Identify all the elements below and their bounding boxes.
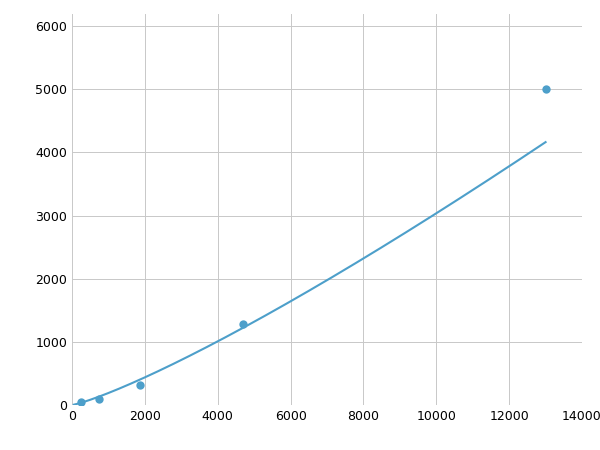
Point (76, 398, 86, 405)
Point (238, 320, 248, 328)
Point (136, 382, 145, 389)
Point (95, 395, 104, 402)
Point (541, 86, 550, 93)
